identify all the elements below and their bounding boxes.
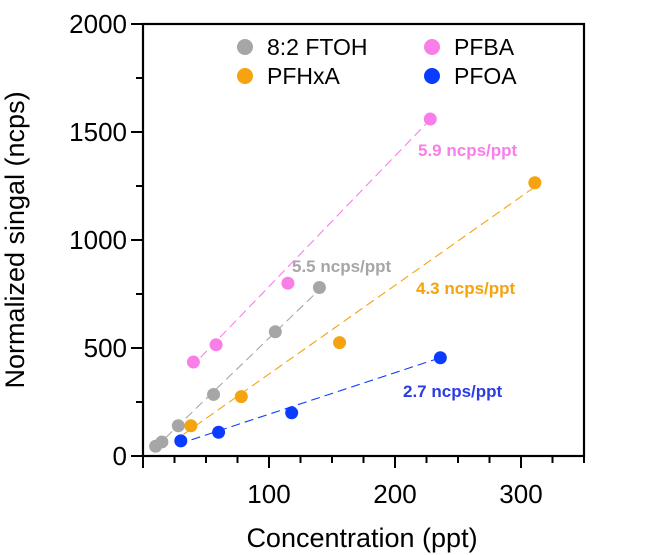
point-pfhxa — [184, 419, 198, 433]
point-pfba — [209, 338, 223, 352]
point-pfoa — [285, 406, 299, 420]
point-8-2-ftoh — [312, 281, 326, 295]
x-tick-label: 300 — [499, 479, 542, 509]
annotation-ftoh-slope: 5.5 ncps/ppt — [292, 257, 392, 276]
legend-label-pfoa: PFOA — [454, 63, 517, 89]
y-tick-label: 2000 — [69, 9, 127, 39]
y-tick-label: 1000 — [69, 225, 127, 255]
legend: 8:2 FTOH PFBA PFHxA PFOA — [237, 34, 517, 89]
legend-label-8-2-ftoh: 8:2 FTOH — [267, 34, 368, 60]
point-pfba — [423, 112, 437, 126]
point-pfoa — [433, 351, 447, 365]
legend-marker-pfoa — [424, 68, 440, 84]
point-pfba — [281, 276, 295, 290]
legend-label-pfhxa: PFHxA — [267, 63, 341, 89]
point-8-2-ftoh — [171, 419, 185, 433]
annotation-pfoa-slope: 2.7 ncps/ppt — [403, 382, 503, 401]
point-pfhxa — [528, 176, 542, 190]
axis-ticks — [131, 23, 585, 468]
fit-line-pfba — [190, 116, 434, 368]
point-pfhxa — [234, 390, 248, 404]
tick-labels: 0 500 1000 1500 2000 100 200 300 — [69, 9, 543, 509]
legend-label-pfba: PFBA — [454, 34, 515, 60]
y-tick-label: 1500 — [69, 117, 127, 147]
fit-line-8-2-ftoh — [155, 289, 320, 448]
point-pfhxa — [333, 336, 347, 350]
y-axis-title: Normalized singal (ncps) — [0, 91, 30, 388]
annotation-pfhxa-slope: 4.3 ncps/ppt — [416, 279, 516, 298]
point-pfba — [186, 355, 200, 369]
point-pfoa — [212, 425, 226, 439]
y-tick-label: 0 — [113, 441, 127, 471]
point-8-2-ftoh — [155, 435, 169, 449]
legend-marker-pfhxa — [237, 68, 253, 84]
point-pfoa — [174, 434, 188, 448]
y-tick-label: 500 — [84, 333, 127, 363]
x-axis-title: Concentration (ppt) — [246, 523, 477, 553]
annotation-pfba-slope: 5.9 ncps/ppt — [418, 141, 518, 160]
point-8-2-ftoh — [268, 325, 282, 339]
legend-marker-8-2-ftoh — [237, 39, 253, 55]
point-8-2-ftoh — [207, 387, 221, 401]
x-tick-label: 100 — [247, 479, 290, 509]
legend-marker-pfba — [424, 39, 440, 55]
x-tick-label: 200 — [373, 479, 416, 509]
data-points — [149, 112, 542, 453]
